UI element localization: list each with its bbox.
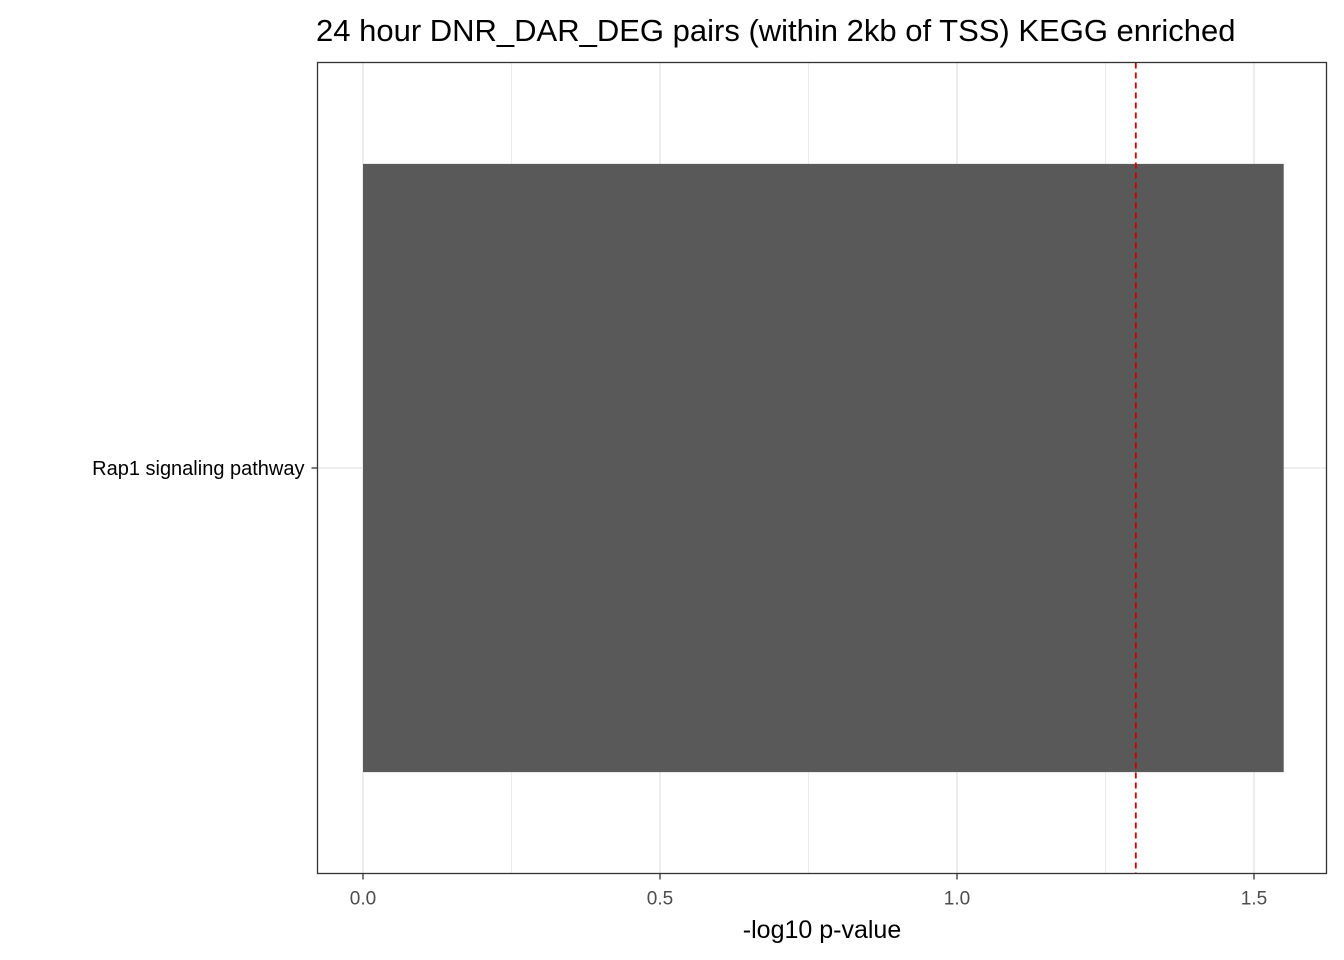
y-axis-ticks: Rap1 signaling pathway	[92, 458, 318, 480]
chart-title: 24 hour DNR_DAR_DEG pairs (within 2kb of…	[316, 13, 1235, 48]
x-tick-label: 0.0	[350, 889, 376, 910]
x-axis-title: -log10 p-value	[743, 916, 901, 944]
bars	[363, 163, 1284, 773]
x-tick-label: 0.5	[647, 889, 673, 910]
x-tick-label: 1.5	[1241, 889, 1267, 910]
x-axis-ticks: 0.0 0.5 1.0 1.5	[350, 873, 1267, 910]
x-tick-label: 1.0	[944, 889, 970, 910]
y-tick-label: Rap1 signaling pathway	[92, 458, 304, 480]
bar	[363, 163, 1284, 773]
